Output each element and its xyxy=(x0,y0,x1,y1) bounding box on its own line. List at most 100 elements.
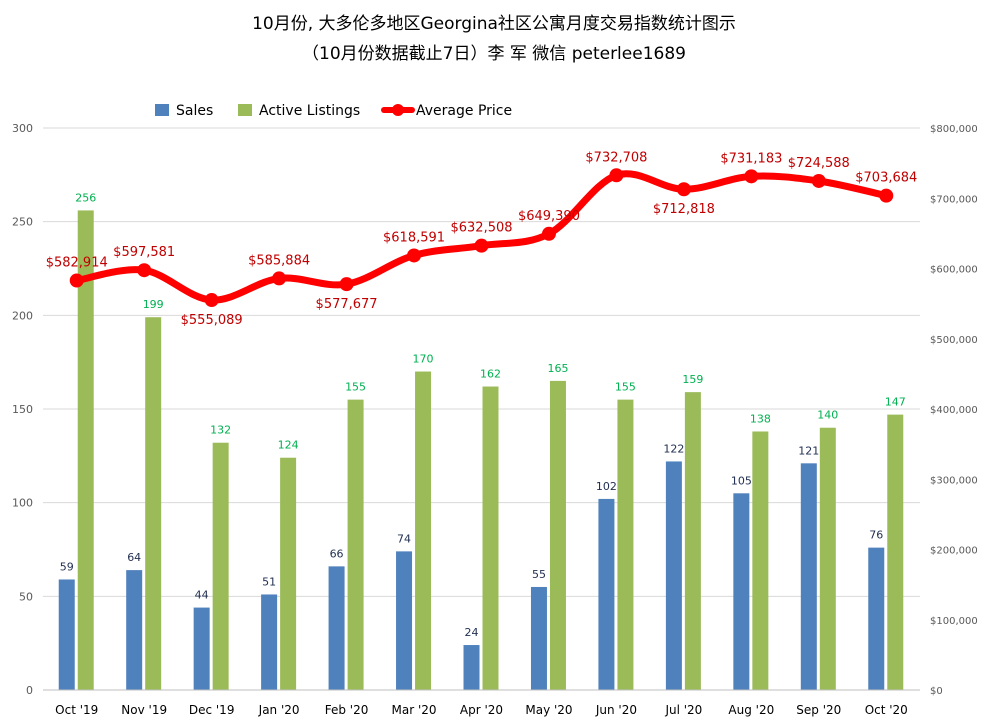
sales-bar xyxy=(868,547,885,690)
average-price-point xyxy=(272,271,287,286)
price-data-label: $712,818 xyxy=(653,202,715,217)
y-left-tick-label: 100 xyxy=(12,497,33,510)
listings-data-label: 256 xyxy=(75,191,96,204)
listings-data-label: 165 xyxy=(547,362,568,375)
y-right-tick-label: $800,000 xyxy=(930,124,978,135)
listings-bar xyxy=(549,380,566,690)
y-right-tick-label: $200,000 xyxy=(930,546,978,557)
y-left-tick-label: 250 xyxy=(12,216,33,229)
price-data-label: $555,089 xyxy=(181,313,243,328)
listings-bar xyxy=(415,371,432,690)
average-price-point xyxy=(744,169,759,184)
price-data-label: $703,684 xyxy=(855,171,917,186)
listings-data-label: 155 xyxy=(615,381,636,394)
sales-data-label: 55 xyxy=(532,568,546,581)
y-left-tick-label: 50 xyxy=(19,590,33,603)
y-left-tick-label: 150 xyxy=(12,403,33,416)
average-price-point xyxy=(137,263,152,278)
price-data-label: $585,884 xyxy=(248,253,310,268)
x-tick-label: Dec '19 xyxy=(189,703,235,717)
x-tick-label: Apr '20 xyxy=(460,703,503,717)
legend-label-price: Average Price xyxy=(416,103,512,119)
listings-bar xyxy=(684,392,701,690)
price-data-label: $632,508 xyxy=(450,221,512,236)
x-tick-label: Oct '20 xyxy=(865,703,908,717)
listings-bar xyxy=(280,457,297,690)
average-price-point xyxy=(879,188,894,203)
legend-label-sales: Sales xyxy=(176,103,213,119)
x-tick-label: Sep '20 xyxy=(796,703,841,717)
sales-bar xyxy=(396,551,413,690)
price-data-label: $582,914 xyxy=(46,256,108,271)
y-right-tick-label: $400,000 xyxy=(930,405,978,416)
x-tick-label: Jan '20 xyxy=(258,703,300,717)
sales-bar xyxy=(126,570,143,690)
y-right-tick-label: $600,000 xyxy=(930,265,978,276)
sales-data-label: 64 xyxy=(127,551,141,564)
average-price-point xyxy=(407,248,422,263)
listings-data-label: 199 xyxy=(143,298,164,311)
sales-data-label: 76 xyxy=(869,529,883,542)
average-price-point xyxy=(474,238,489,253)
sales-data-label: 51 xyxy=(262,575,276,588)
listings-data-label: 162 xyxy=(480,368,501,381)
chart-title-line2: （10月份数据截止7日）李 军 微信 peterlee1689 xyxy=(302,44,686,64)
average-price-point xyxy=(676,182,691,197)
sales-data-label: 44 xyxy=(195,589,209,602)
listings-bar xyxy=(347,399,364,690)
listings-data-label: 140 xyxy=(817,409,838,422)
listings-bar xyxy=(819,427,836,690)
sales-bar xyxy=(58,579,75,690)
y-left-tick-label: 300 xyxy=(12,122,33,135)
average-price-point xyxy=(204,293,219,308)
price-data-label: $732,708 xyxy=(585,150,647,165)
sales-bar xyxy=(328,566,345,690)
sales-bar xyxy=(463,645,480,690)
sales-data-label: 66 xyxy=(330,547,344,560)
listings-bar xyxy=(145,317,162,690)
average-price-point xyxy=(69,273,84,288)
y-right-tick-label: $300,000 xyxy=(930,475,978,486)
y-right-tick-label: $100,000 xyxy=(930,616,978,627)
y-left-tick-label: 200 xyxy=(12,309,33,322)
sales-bar xyxy=(261,594,278,690)
listings-data-label: 138 xyxy=(750,412,771,425)
x-tick-label: Feb '20 xyxy=(325,703,369,717)
average-price-point xyxy=(609,168,624,183)
listings-bar xyxy=(617,399,634,690)
sales-bar xyxy=(193,607,210,690)
legend-label-listings: Active Listings xyxy=(259,103,360,119)
legend-swatch-listings xyxy=(238,104,252,116)
listings-bar xyxy=(77,210,94,690)
y-right-tick-label: $500,000 xyxy=(930,335,978,346)
listings-bar xyxy=(752,431,769,690)
sales-bar xyxy=(800,463,817,690)
listings-data-label: 170 xyxy=(413,353,434,366)
listings-data-label: 159 xyxy=(682,373,703,386)
sales-bar xyxy=(530,586,547,690)
price-data-label: $577,677 xyxy=(316,297,378,312)
sales-data-label: 24 xyxy=(465,626,479,639)
x-tick-label: Jun '20 xyxy=(595,703,637,717)
x-tick-label: Aug '20 xyxy=(728,703,774,717)
listings-data-label: 155 xyxy=(345,381,366,394)
sales-data-label: 121 xyxy=(798,444,819,457)
average-price-point xyxy=(541,226,556,241)
sales-data-label: 59 xyxy=(60,560,74,573)
sales-bar xyxy=(733,493,750,690)
chart-title-line1: 10月份, 大多伦多地区Georgina社区公寓月度交易指数统计图示 xyxy=(252,14,736,34)
sales-bar xyxy=(598,498,615,690)
listings-data-label: 132 xyxy=(210,424,231,437)
price-data-label: $731,183 xyxy=(720,151,782,166)
x-tick-label: Oct '19 xyxy=(55,703,98,717)
sales-bar xyxy=(665,461,682,690)
x-tick-label: Jul '20 xyxy=(664,703,702,717)
average-price-line xyxy=(73,170,890,304)
y-left-tick-label: 0 xyxy=(26,684,33,697)
sales-data-label: 102 xyxy=(596,480,617,493)
x-tick-label: Mar '20 xyxy=(392,703,437,717)
listings-bar xyxy=(482,386,499,690)
y-right-tick-label: $700,000 xyxy=(930,194,978,205)
